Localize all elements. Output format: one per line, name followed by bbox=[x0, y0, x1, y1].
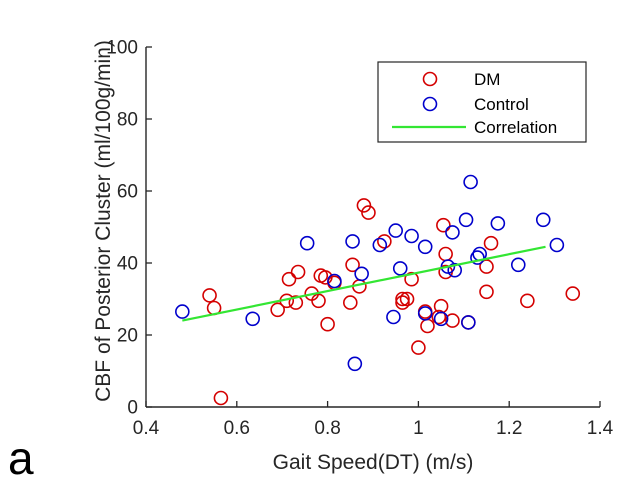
data-point-control bbox=[417, 239, 433, 255]
data-point-dm bbox=[438, 246, 453, 262]
data-point-dm bbox=[288, 295, 304, 310]
data-point-control bbox=[447, 262, 463, 278]
data-point-control bbox=[354, 266, 369, 282]
legend-label-correlation: Correlation bbox=[474, 118, 557, 137]
x-axis-ticks: 0.4 0.6 0.8 1 1.2 1.4 bbox=[133, 401, 614, 439]
y-tick-label: 60 bbox=[117, 182, 138, 203]
data-point-control bbox=[245, 311, 260, 327]
data-point-dm bbox=[431, 309, 447, 325]
data-point-dm bbox=[311, 293, 326, 309]
data-point-dm bbox=[395, 295, 410, 310]
data-point-control bbox=[327, 273, 342, 289]
data-point-control bbox=[299, 235, 315, 251]
data-point-dm bbox=[565, 286, 581, 301]
x-tick-label: 1.4 bbox=[587, 418, 614, 439]
legend-label-control: Control bbox=[474, 95, 529, 114]
data-point-control bbox=[175, 304, 190, 319]
data-point-dm bbox=[436, 217, 451, 233]
y-tick-label: 20 bbox=[117, 326, 138, 347]
legend-marker-control bbox=[422, 96, 438, 112]
legend-label-dm: DM bbox=[474, 70, 500, 89]
data-point-dm bbox=[483, 235, 499, 251]
y-tick-label: 100 bbox=[106, 38, 138, 59]
y-tick-label: 80 bbox=[117, 110, 138, 131]
data-point-dm bbox=[345, 257, 360, 273]
data-point-dm bbox=[479, 284, 494, 300]
legend: DM Control Correlation bbox=[377, 61, 587, 143]
data-point-control bbox=[549, 237, 565, 253]
data-point-dm bbox=[281, 271, 297, 287]
data-point-dm bbox=[520, 293, 535, 309]
data-point-dm bbox=[290, 264, 306, 280]
data-point-dm bbox=[342, 295, 358, 310]
data-point-dm bbox=[411, 340, 426, 355]
y-tick-label: 0 bbox=[127, 398, 138, 419]
x-tick-label: 0.8 bbox=[314, 418, 340, 439]
data-point-dm bbox=[377, 234, 392, 249]
legend-marker-dm bbox=[422, 71, 438, 87]
data-point-dm bbox=[320, 316, 335, 332]
data-point-control bbox=[470, 250, 485, 265]
data-point-control bbox=[388, 223, 404, 238]
data-point-control bbox=[535, 212, 551, 228]
correlation-line bbox=[182, 245, 546, 322]
data-point-control bbox=[440, 259, 456, 274]
y-tick-label: 40 bbox=[117, 254, 138, 275]
data-point-dm bbox=[270, 302, 285, 318]
data-point-control bbox=[372, 237, 388, 253]
panel-label: a bbox=[8, 432, 34, 484]
data-point-control bbox=[463, 174, 478, 190]
data-point-control bbox=[392, 261, 408, 276]
data-point-control bbox=[510, 257, 526, 273]
data-point-dm bbox=[395, 291, 410, 307]
data-point-dm bbox=[420, 318, 435, 334]
x-tick-label: 0.6 bbox=[224, 418, 250, 439]
data-point-control bbox=[458, 212, 474, 228]
data-point-dm bbox=[404, 271, 419, 287]
plot-area bbox=[175, 174, 581, 406]
data-point-dm bbox=[399, 291, 415, 307]
x-tick-label: 0.4 bbox=[133, 418, 160, 439]
y-axis-label: CBF of Posterior Cluster (ml/100g/min) bbox=[92, 40, 115, 402]
data-point-control bbox=[417, 306, 433, 321]
y-axis-ticks: 0 20 40 60 80 100 bbox=[106, 38, 152, 419]
data-point-control bbox=[386, 309, 401, 325]
data-point-control bbox=[490, 216, 506, 231]
data-point-control bbox=[345, 234, 360, 249]
data-point-dm bbox=[479, 259, 494, 274]
legend-box bbox=[377, 61, 587, 143]
data-point-dm bbox=[445, 313, 460, 328]
x-axis-label: Gait Speed(DT) (m/s) bbox=[273, 451, 474, 474]
data-point-control bbox=[404, 228, 419, 244]
data-point-control bbox=[433, 311, 449, 327]
data-point-dm bbox=[213, 390, 229, 406]
data-point-dm bbox=[202, 288, 217, 303]
x-tick-label: 1 bbox=[413, 418, 424, 439]
data-point-dm bbox=[361, 205, 376, 220]
data-point-control bbox=[461, 315, 476, 330]
data-point-dm bbox=[356, 198, 372, 213]
data-point-control bbox=[347, 356, 363, 372]
x-tick-label: 1.2 bbox=[496, 418, 522, 439]
data-point-control bbox=[445, 225, 460, 240]
axes-frame bbox=[145, 47, 600, 408]
